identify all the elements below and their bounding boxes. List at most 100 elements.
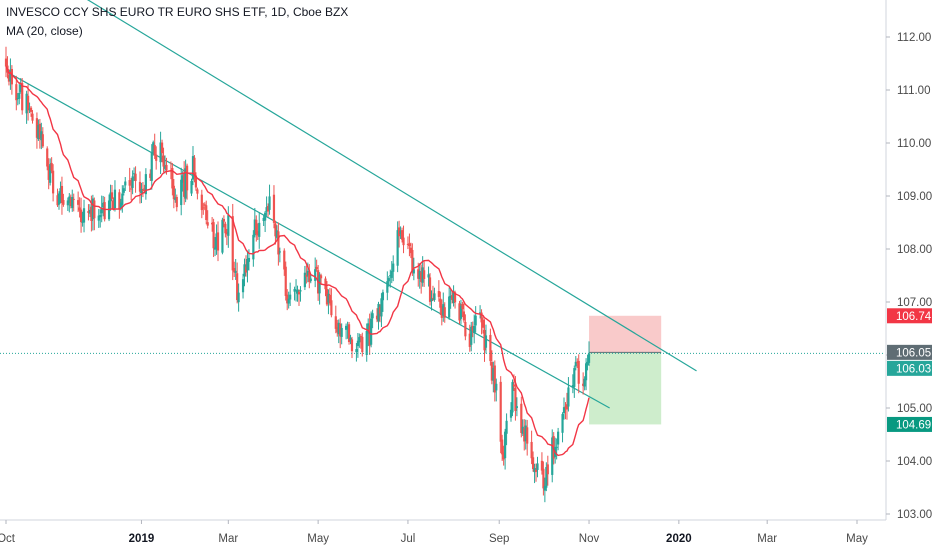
candle[interactable] xyxy=(400,227,404,243)
candle[interactable] xyxy=(200,189,203,219)
candle[interactable] xyxy=(573,365,576,398)
candle[interactable] xyxy=(56,188,59,207)
candle[interactable] xyxy=(551,429,554,483)
candle[interactable] xyxy=(473,314,476,344)
candle[interactable] xyxy=(328,287,332,306)
candle[interactable] xyxy=(255,215,258,242)
candle[interactable] xyxy=(339,318,342,349)
candle[interactable] xyxy=(584,358,588,391)
candle[interactable] xyxy=(499,376,502,454)
candle[interactable] xyxy=(346,321,349,339)
candle[interactable] xyxy=(314,257,317,288)
candle[interactable] xyxy=(345,323,348,340)
candle[interactable] xyxy=(225,228,228,246)
candle[interactable] xyxy=(46,146,49,171)
candle[interactable] xyxy=(319,273,323,285)
candle[interactable] xyxy=(109,184,112,211)
candle[interactable] xyxy=(113,180,117,212)
candle[interactable] xyxy=(542,461,545,496)
candle[interactable] xyxy=(60,176,64,215)
candle[interactable] xyxy=(77,191,80,213)
candle[interactable] xyxy=(122,185,125,196)
candle[interactable] xyxy=(390,261,393,284)
candle[interactable] xyxy=(68,193,71,213)
candle[interactable] xyxy=(82,199,86,233)
candle[interactable] xyxy=(72,193,75,212)
candle[interactable] xyxy=(205,200,208,225)
candle[interactable] xyxy=(509,402,513,422)
candle[interactable] xyxy=(564,402,567,420)
candle[interactable] xyxy=(206,210,209,229)
candle[interactable] xyxy=(536,456,539,478)
candle[interactable] xyxy=(241,273,245,299)
candle[interactable] xyxy=(567,377,570,412)
candle[interactable] xyxy=(520,396,523,438)
candle[interactable] xyxy=(152,140,155,156)
candle[interactable] xyxy=(256,223,259,241)
candle[interactable] xyxy=(480,309,483,335)
candle[interactable] xyxy=(155,146,158,170)
candle[interactable] xyxy=(237,283,240,312)
candle[interactable] xyxy=(515,397,518,417)
candle[interactable] xyxy=(443,302,446,323)
candle[interactable] xyxy=(99,209,102,228)
candle[interactable] xyxy=(534,463,538,482)
candle[interactable] xyxy=(377,301,380,330)
candle[interactable] xyxy=(25,90,28,124)
candle[interactable] xyxy=(124,177,127,191)
candle[interactable] xyxy=(159,131,162,175)
candle[interactable] xyxy=(253,207,256,238)
candle[interactable] xyxy=(464,314,467,341)
candle[interactable] xyxy=(244,255,248,277)
candle[interactable] xyxy=(59,181,62,204)
candle[interactable] xyxy=(268,184,271,215)
candle[interactable] xyxy=(533,463,536,484)
candle[interactable] xyxy=(586,354,589,371)
candle[interactable] xyxy=(347,322,351,345)
candle[interactable] xyxy=(110,184,114,209)
candle[interactable] xyxy=(38,118,41,149)
candle[interactable] xyxy=(309,274,312,284)
candle[interactable] xyxy=(236,262,239,304)
candle[interactable] xyxy=(303,265,306,291)
candles[interactable] xyxy=(4,46,591,503)
candle[interactable] xyxy=(427,266,430,287)
candle[interactable] xyxy=(474,306,477,333)
candle[interactable] xyxy=(174,188,177,203)
candle[interactable] xyxy=(433,287,436,302)
candle[interactable] xyxy=(308,264,311,289)
candle[interactable] xyxy=(399,226,402,239)
candle[interactable] xyxy=(272,185,276,229)
candle[interactable] xyxy=(287,291,290,309)
candle[interactable] xyxy=(431,285,435,301)
candle[interactable] xyxy=(50,157,53,174)
candle[interactable] xyxy=(430,290,433,311)
candle[interactable] xyxy=(41,127,44,149)
candle[interactable] xyxy=(392,255,395,282)
candle[interactable] xyxy=(29,106,33,117)
candle[interactable] xyxy=(387,276,390,287)
candle[interactable] xyxy=(389,269,392,288)
candle[interactable] xyxy=(315,259,318,272)
candle[interactable] xyxy=(185,163,189,200)
candle[interactable] xyxy=(442,292,445,322)
candle[interactable] xyxy=(265,196,268,216)
candle[interactable] xyxy=(368,313,371,355)
candle[interactable] xyxy=(149,169,152,182)
candle[interactable] xyxy=(71,189,74,212)
candle[interactable] xyxy=(202,202,205,215)
candle[interactable] xyxy=(324,276,327,297)
candle[interactable] xyxy=(138,171,142,204)
candle[interactable] xyxy=(191,146,195,186)
candle[interactable] xyxy=(160,139,164,163)
candle[interactable] xyxy=(277,222,280,266)
candle[interactable] xyxy=(489,328,492,366)
candle[interactable] xyxy=(212,218,215,258)
candle[interactable] xyxy=(28,102,31,114)
candle[interactable] xyxy=(172,179,175,209)
candle[interactable] xyxy=(458,300,461,325)
candle[interactable] xyxy=(163,155,167,174)
candle[interactable] xyxy=(330,288,333,318)
candle[interactable] xyxy=(462,301,465,323)
